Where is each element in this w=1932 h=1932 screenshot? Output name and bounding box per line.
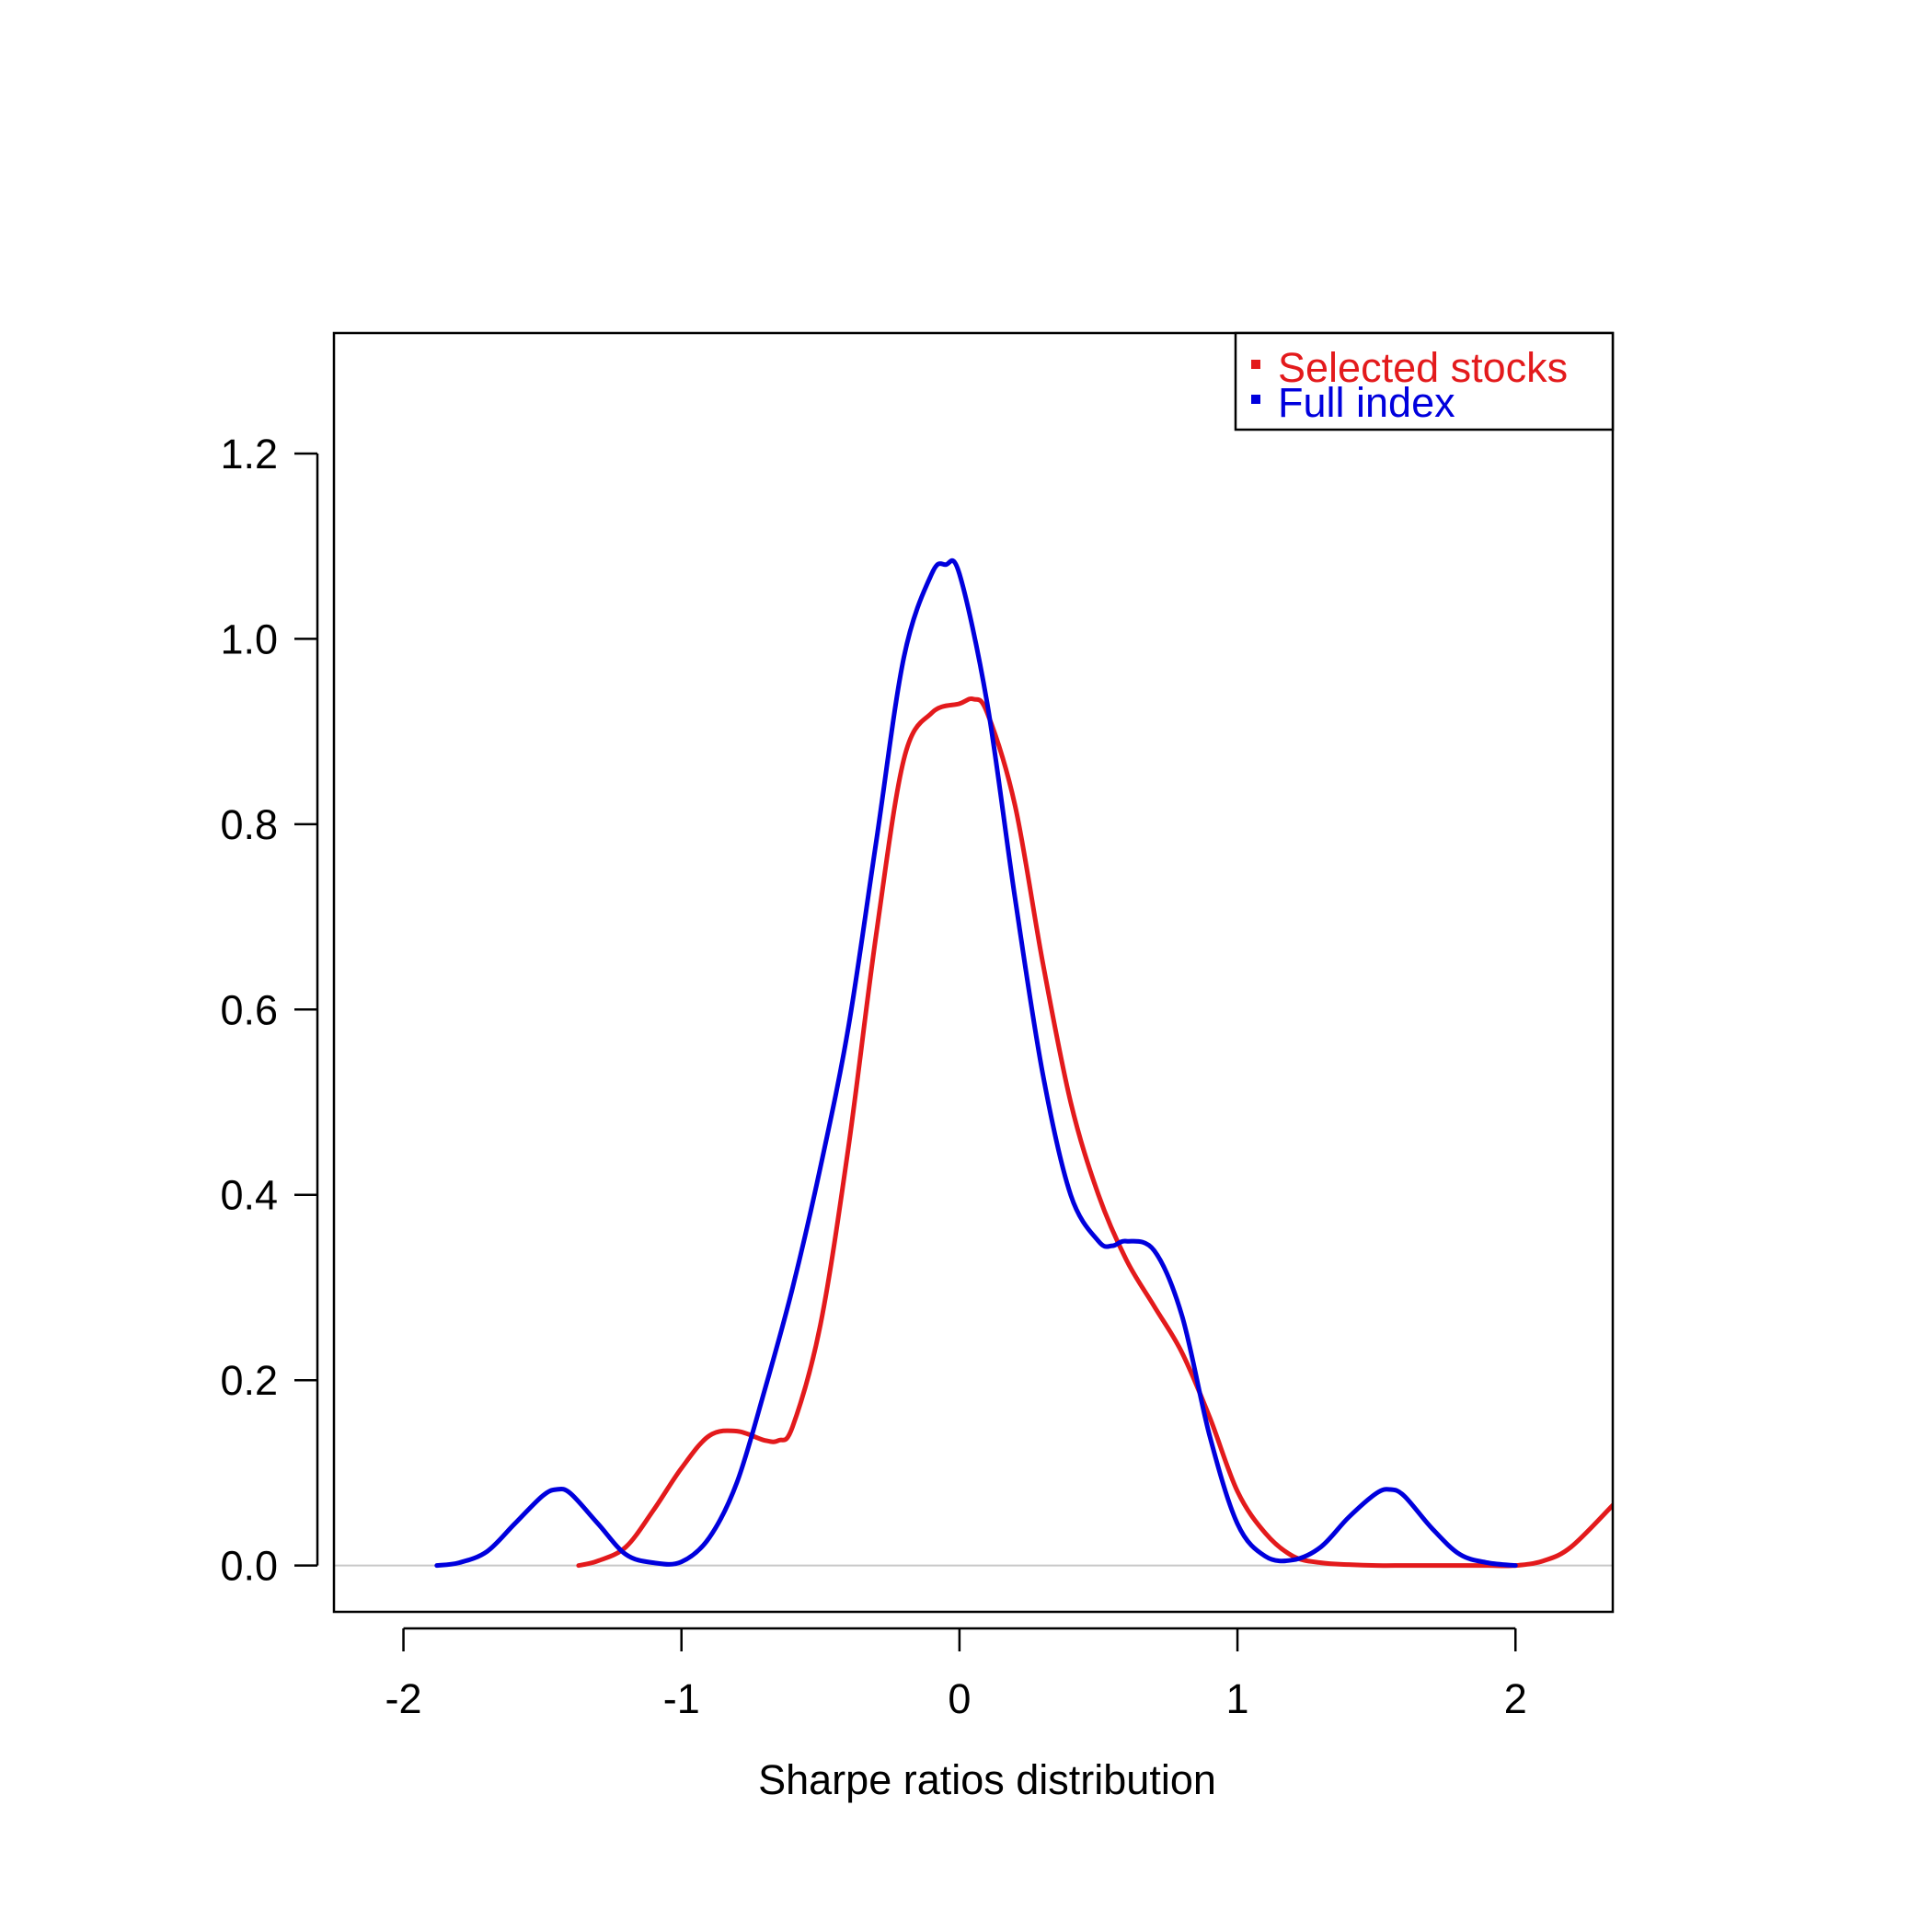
x-tick-label: -2 bbox=[385, 1675, 422, 1722]
series-line-full-index bbox=[434, 558, 1518, 1569]
y-axis: 0.0 0.2 0.4 0.6 0.8 1.0 1.2 bbox=[220, 431, 319, 1590]
y-tick-label: 0.0 bbox=[220, 1543, 278, 1590]
legend-swatch bbox=[1251, 395, 1260, 404]
series-line-selected-stocks bbox=[576, 696, 1613, 1569]
legend-label: Selected stocks bbox=[1278, 344, 1568, 391]
y-tick-label: 0.6 bbox=[220, 986, 278, 1033]
series-layer bbox=[434, 558, 1613, 1569]
y-tick-label: 0.4 bbox=[220, 1172, 278, 1219]
y-tick-label: 0.2 bbox=[220, 1357, 278, 1404]
x-tick-label: -1 bbox=[663, 1675, 700, 1722]
legend-box bbox=[1234, 331, 1615, 431]
y-tick-label: 1.2 bbox=[220, 431, 278, 477]
plot-frame bbox=[332, 331, 1615, 1614]
legend-swatch bbox=[1251, 360, 1260, 369]
legend-label: Full index bbox=[1278, 379, 1455, 426]
y-tick-label: 1.0 bbox=[220, 615, 278, 662]
x-axis: -2 -1 0 1 2 bbox=[385, 1627, 1527, 1722]
x-axis-title: Sharpe ratios distribution bbox=[758, 1756, 1216, 1803]
x-tick-label: 0 bbox=[948, 1675, 971, 1722]
x-tick-label: 1 bbox=[1226, 1675, 1249, 1722]
y-tick-label: 0.8 bbox=[220, 801, 278, 848]
x-tick-label: 2 bbox=[1504, 1675, 1527, 1722]
